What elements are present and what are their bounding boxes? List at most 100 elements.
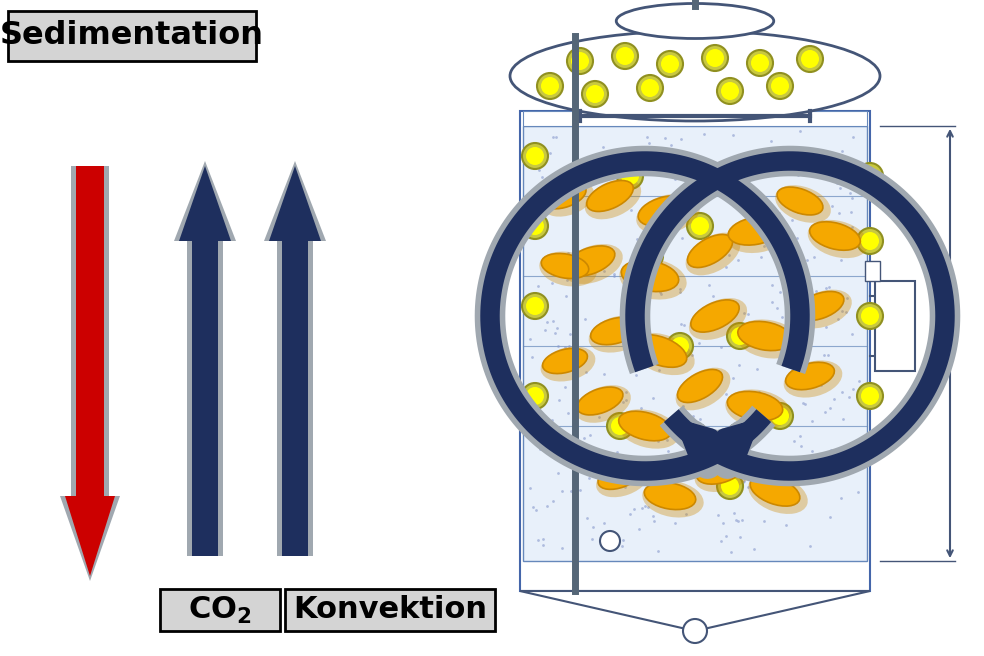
Circle shape — [861, 387, 879, 405]
Ellipse shape — [634, 335, 687, 367]
Circle shape — [767, 73, 793, 99]
Circle shape — [702, 45, 728, 71]
Bar — [187, 241, 223, 556]
Circle shape — [767, 403, 793, 429]
Circle shape — [721, 82, 739, 100]
Polygon shape — [65, 496, 115, 576]
Ellipse shape — [563, 244, 623, 284]
Circle shape — [861, 232, 879, 250]
Polygon shape — [60, 496, 120, 581]
Ellipse shape — [726, 215, 790, 253]
Ellipse shape — [794, 289, 852, 329]
Circle shape — [600, 531, 620, 551]
Ellipse shape — [584, 178, 642, 219]
Circle shape — [647, 468, 673, 494]
Bar — [277, 241, 313, 556]
Ellipse shape — [645, 482, 696, 510]
Ellipse shape — [540, 346, 595, 382]
Bar — [460, 0, 984, 656]
Circle shape — [861, 307, 879, 325]
Ellipse shape — [542, 348, 587, 374]
Polygon shape — [269, 166, 321, 241]
Circle shape — [526, 297, 544, 315]
Ellipse shape — [639, 195, 692, 226]
Circle shape — [637, 75, 663, 101]
Circle shape — [612, 43, 638, 69]
Polygon shape — [264, 161, 326, 241]
Ellipse shape — [541, 253, 588, 279]
Ellipse shape — [748, 474, 808, 514]
Ellipse shape — [777, 187, 823, 215]
Ellipse shape — [808, 220, 868, 258]
Ellipse shape — [539, 251, 596, 287]
Circle shape — [857, 303, 883, 329]
Ellipse shape — [596, 461, 649, 497]
Text: $\mathbf{CO_2}$: $\mathbf{CO_2}$ — [188, 594, 252, 626]
Ellipse shape — [510, 31, 880, 121]
Bar — [520, 111, 870, 591]
Bar — [285, 589, 495, 631]
Circle shape — [657, 51, 683, 77]
Ellipse shape — [686, 233, 740, 276]
Ellipse shape — [691, 300, 739, 332]
Circle shape — [611, 417, 629, 435]
Ellipse shape — [598, 462, 642, 489]
Circle shape — [717, 473, 743, 499]
Circle shape — [522, 143, 548, 169]
Circle shape — [687, 213, 713, 239]
Bar — [71, 166, 109, 496]
Circle shape — [717, 78, 743, 104]
Ellipse shape — [697, 458, 743, 484]
Circle shape — [641, 79, 659, 97]
Circle shape — [683, 619, 707, 643]
Ellipse shape — [577, 387, 623, 415]
Circle shape — [857, 163, 883, 189]
Ellipse shape — [783, 360, 842, 398]
Circle shape — [571, 52, 589, 70]
Bar — [523, 111, 867, 126]
Ellipse shape — [725, 390, 791, 428]
Circle shape — [771, 407, 789, 425]
Circle shape — [797, 46, 823, 72]
Circle shape — [667, 333, 693, 359]
Ellipse shape — [588, 316, 647, 353]
Ellipse shape — [643, 480, 704, 518]
Circle shape — [771, 77, 789, 95]
Circle shape — [691, 217, 709, 235]
Polygon shape — [174, 161, 236, 241]
Ellipse shape — [590, 318, 640, 344]
Circle shape — [707, 168, 733, 194]
Circle shape — [526, 147, 544, 165]
Circle shape — [607, 413, 633, 439]
Ellipse shape — [750, 476, 800, 506]
Circle shape — [616, 47, 634, 65]
Circle shape — [727, 323, 753, 349]
Circle shape — [617, 163, 643, 189]
Ellipse shape — [676, 367, 730, 410]
Ellipse shape — [785, 362, 834, 390]
Circle shape — [711, 172, 729, 190]
Ellipse shape — [738, 321, 792, 350]
Circle shape — [537, 73, 563, 99]
Circle shape — [651, 472, 669, 490]
Text: Konvektion: Konvektion — [293, 596, 487, 625]
Circle shape — [661, 55, 679, 73]
Bar — [192, 241, 218, 556]
Circle shape — [641, 247, 659, 265]
Ellipse shape — [727, 392, 782, 420]
Polygon shape — [179, 166, 231, 241]
Ellipse shape — [621, 260, 679, 292]
Circle shape — [526, 217, 544, 235]
Bar — [160, 589, 280, 631]
Bar — [76, 166, 104, 496]
Bar — [282, 241, 308, 556]
Ellipse shape — [619, 258, 687, 300]
Bar — [875, 281, 915, 371]
Ellipse shape — [617, 409, 679, 449]
Text: Sedimentation: Sedimentation — [0, 20, 264, 52]
Circle shape — [861, 167, 879, 185]
Circle shape — [582, 81, 608, 107]
Circle shape — [621, 167, 639, 185]
Circle shape — [751, 54, 769, 72]
Circle shape — [526, 387, 544, 405]
